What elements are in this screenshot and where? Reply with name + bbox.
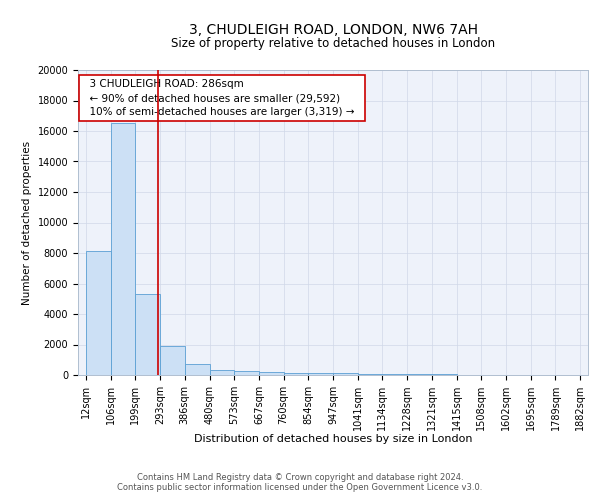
Text: 3, CHUDLEIGH ROAD, LONDON, NW6 7AH: 3, CHUDLEIGH ROAD, LONDON, NW6 7AH: [188, 22, 478, 36]
Bar: [160, 346, 185, 375]
Bar: [358, 374, 382, 375]
Bar: [136, 294, 160, 375]
Bar: [284, 372, 308, 375]
Bar: [234, 371, 259, 375]
Bar: [382, 374, 407, 375]
Bar: [185, 364, 209, 375]
Bar: [333, 374, 358, 375]
Text: Size of property relative to detached houses in London: Size of property relative to detached ho…: [171, 38, 495, 51]
Text: 3 CHUDLEIGH ROAD: 286sqm  
  ← 90% of detached houses are smaller (29,592)  
  1: 3 CHUDLEIGH ROAD: 286sqm ← 90% of detach…: [83, 79, 361, 117]
X-axis label: Distribution of detached houses by size in London: Distribution of detached houses by size …: [194, 434, 472, 444]
Bar: [308, 372, 333, 375]
Bar: [209, 370, 234, 375]
Bar: [86, 252, 111, 375]
Bar: [259, 372, 284, 375]
Y-axis label: Number of detached properties: Number of detached properties: [22, 140, 32, 304]
Bar: [111, 124, 136, 375]
Bar: [407, 374, 432, 375]
Text: Contains public sector information licensed under the Open Government Licence v3: Contains public sector information licen…: [118, 484, 482, 492]
Bar: [432, 374, 457, 375]
Text: Contains HM Land Registry data © Crown copyright and database right 2024.: Contains HM Land Registry data © Crown c…: [137, 474, 463, 482]
